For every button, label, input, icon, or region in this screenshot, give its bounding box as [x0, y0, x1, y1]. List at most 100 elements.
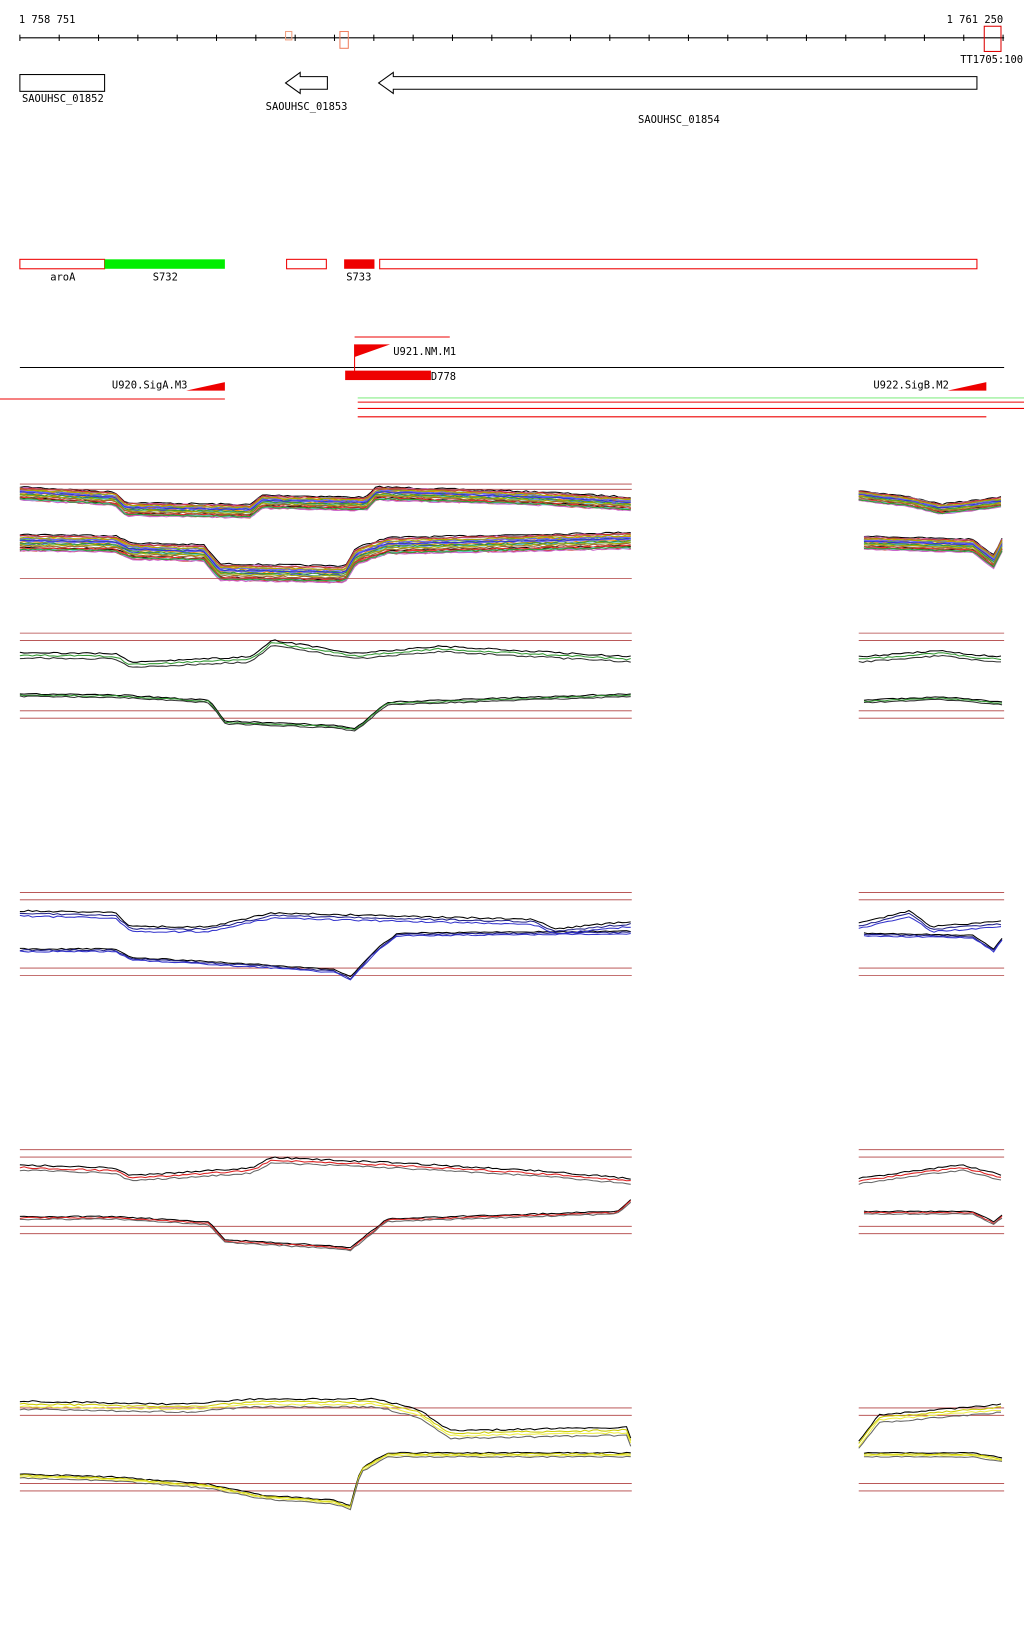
profile-line	[863, 543, 1003, 565]
regulator-arrow	[947, 367, 987, 391]
profile-line	[19, 694, 631, 731]
profile-line	[863, 535, 1003, 556]
profile-line	[19, 490, 631, 511]
profile-line	[19, 1397, 632, 1439]
profile-line	[19, 498, 631, 519]
feature	[379, 258, 978, 270]
profile-line	[858, 492, 1002, 507]
profile-line	[19, 695, 631, 732]
ruler-end: 1 761 250	[947, 14, 1004, 26]
profile-line	[19, 909, 631, 930]
profile-line	[863, 547, 1003, 568]
profile-line	[19, 495, 631, 516]
regulator-arrow	[354, 344, 391, 357]
profile-line	[19, 931, 631, 980]
profile-line	[19, 485, 631, 506]
profile-line	[863, 932, 1003, 950]
profile-line	[19, 1400, 632, 1441]
regulator-label: U921.NM.M1	[393, 346, 456, 358]
profile-line	[858, 650, 1002, 658]
profile-line	[863, 544, 1003, 566]
profile-line	[863, 935, 1003, 953]
profile-line	[19, 1454, 631, 1510]
profile-line	[858, 1409, 1002, 1448]
expression-tracks	[19, 483, 1005, 1511]
regulator-label: U922.SigB.M2	[873, 379, 948, 391]
profile-line	[19, 1199, 632, 1249]
gene-label: SAOUHSC_01852	[22, 93, 104, 105]
profile-line	[863, 696, 1003, 703]
feature-label: S733	[346, 271, 371, 283]
profile-line	[863, 933, 1003, 951]
profile-line	[19, 493, 631, 513]
profile-line	[863, 1454, 1003, 1461]
gene-label: SAOUHSC_01853	[266, 101, 348, 113]
profile-line	[858, 909, 1002, 928]
profile-line	[19, 544, 631, 581]
profile-line	[858, 1167, 1002, 1182]
profile-line	[858, 1406, 1002, 1444]
profile-line	[858, 654, 1001, 663]
profile-line	[19, 645, 631, 668]
feature-label: S732	[153, 271, 178, 283]
profile-line	[863, 1451, 1003, 1459]
profile-line	[858, 912, 1002, 930]
feature-label: aroA	[50, 271, 76, 283]
profile-line	[863, 548, 1003, 570]
gene	[284, 71, 328, 95]
profile-line	[863, 1453, 1003, 1460]
profile-line	[19, 1451, 631, 1507]
profile-line	[19, 497, 631, 518]
profile-line	[858, 499, 1002, 515]
profile-line	[858, 1164, 1002, 1180]
regulator	[345, 370, 431, 381]
profile-line	[858, 496, 1002, 512]
ruler-start: 1 758 751	[19, 14, 76, 26]
regulator-label: U920.SigA.M3	[112, 379, 187, 391]
profile-line	[863, 1455, 1003, 1462]
profile-line	[19, 1201, 632, 1252]
profile-line	[19, 1402, 632, 1444]
feature	[104, 259, 225, 269]
profile-line	[19, 534, 631, 571]
ruler-marker	[983, 25, 1002, 52]
ruler-marker	[339, 30, 349, 49]
profile-line	[19, 1200, 632, 1251]
gene-label: SAOUHSC_01854	[638, 114, 720, 126]
profile-line	[19, 1405, 632, 1447]
profile-line	[858, 652, 1002, 661]
profile-line	[19, 930, 631, 978]
profile-line	[858, 1169, 1002, 1185]
feature	[19, 258, 106, 270]
profile-line	[19, 914, 631, 935]
profile-line	[19, 1455, 631, 1511]
profile-line	[19, 1156, 631, 1180]
profile-line	[19, 932, 631, 981]
profile-line	[19, 1453, 631, 1508]
profile-line	[19, 540, 631, 576]
profile-line	[863, 698, 1003, 706]
profile-line	[19, 537, 631, 573]
profile-line	[858, 916, 1002, 933]
ruler-marker	[285, 30, 293, 41]
gene	[19, 74, 106, 92]
feature	[344, 259, 375, 269]
profile-line	[863, 542, 1003, 563]
profile-line	[19, 531, 631, 568]
profile-line	[19, 1159, 631, 1182]
profile-line	[863, 538, 1003, 559]
profile-line	[19, 542, 631, 579]
profile-line	[19, 1162, 631, 1185]
profile-line	[858, 498, 1002, 513]
profile-line	[19, 532, 631, 569]
profile-line	[863, 697, 1003, 704]
profile-line	[19, 546, 631, 582]
profile-line	[858, 1411, 1001, 1449]
profile-line	[19, 547, 631, 584]
profile-line	[19, 639, 631, 663]
profile-line	[19, 912, 631, 932]
profile-line	[863, 1211, 1003, 1225]
profile-line	[19, 541, 631, 577]
profile-line	[19, 536, 631, 572]
